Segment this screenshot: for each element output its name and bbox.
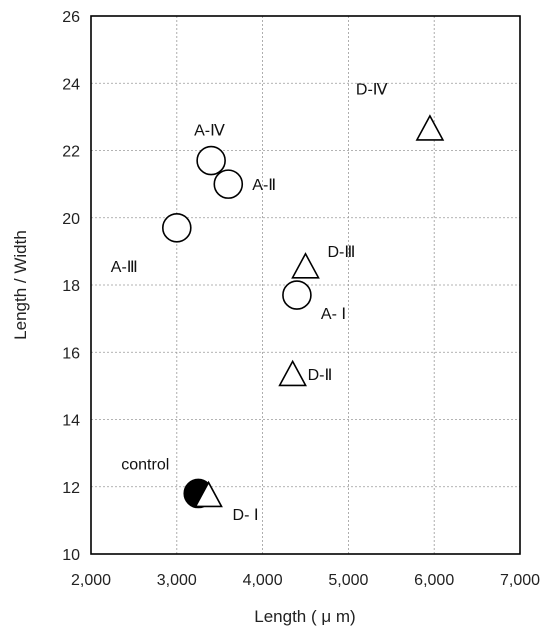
circle-marker <box>196 145 226 176</box>
point-label: A- Ⅰ <box>321 306 346 323</box>
x-tick-label: 7,000 <box>500 572 540 589</box>
y-tick-label: 26 <box>62 9 80 26</box>
y-axis: 10 12 14 16 18 20 22 24 26 <box>62 9 80 564</box>
y-tick-label: 10 <box>62 547 80 564</box>
circle-marker <box>162 213 192 243</box>
x-tick-label: 6,000 <box>414 572 454 589</box>
point-label: A-Ⅳ <box>194 123 225 140</box>
circle-marker <box>282 280 312 310</box>
data-points <box>162 114 445 509</box>
x-tick-label: 5,000 <box>328 572 368 589</box>
plot-frame <box>90 15 521 555</box>
point-label: A-Ⅱ <box>252 177 276 194</box>
x-tick-label: 3,000 <box>157 572 197 589</box>
triangle-marker <box>415 114 445 141</box>
y-tick-label: 12 <box>62 480 80 497</box>
point-label: D-Ⅳ <box>356 81 388 98</box>
y-tick-label: 14 <box>62 413 80 430</box>
y-axis-title: Length / Width <box>11 230 30 340</box>
y-tick-label: 22 <box>62 144 80 161</box>
point-label: D-Ⅲ <box>328 244 356 261</box>
point-label: D- Ⅰ <box>233 507 259 524</box>
triangle-marker <box>194 480 223 508</box>
y-tick-label: 20 <box>62 211 80 228</box>
x-tick-label: 2,000 <box>71 572 111 589</box>
y-tick-label: 18 <box>62 278 80 295</box>
point-label: control <box>121 456 169 473</box>
x-axis: 2,000 3,000 4,000 5,000 6,000 7,000 <box>71 572 540 589</box>
grid <box>91 16 520 554</box>
point-labels: control A-Ⅳ A-Ⅱ A-Ⅲ A- Ⅰ D-Ⅳ D-Ⅲ D-Ⅱ D- Ⅰ <box>111 81 388 524</box>
triangle-marker <box>291 252 320 279</box>
y-tick-label: 16 <box>62 345 80 362</box>
point-label: A-Ⅲ <box>111 259 138 276</box>
y-tick-label: 24 <box>62 76 80 93</box>
circle-marker <box>213 169 244 199</box>
point-label: D-Ⅱ <box>308 367 333 384</box>
triangle-marker <box>278 359 307 387</box>
x-axis-title: Length ( μ m) <box>254 607 355 626</box>
x-tick-label: 4,000 <box>243 572 283 589</box>
